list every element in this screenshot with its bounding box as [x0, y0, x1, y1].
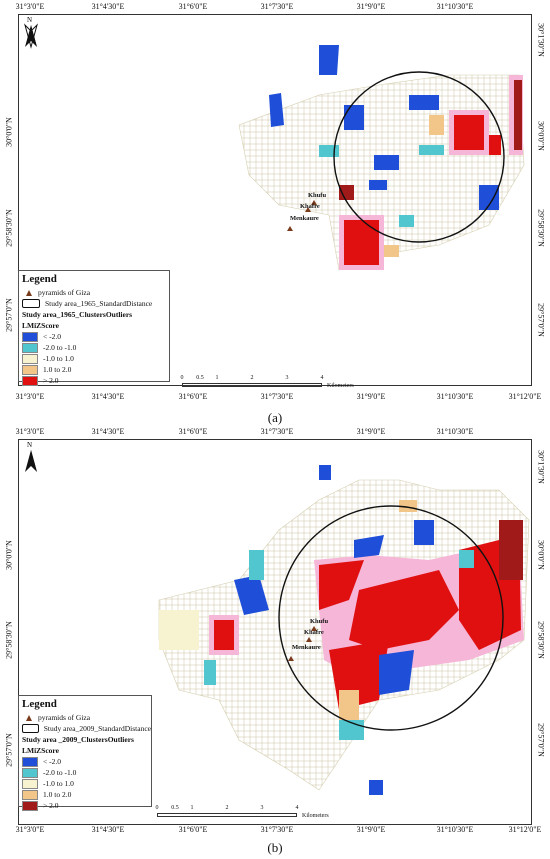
bottom-tick: 31°12'0"E	[508, 392, 542, 401]
legend-class: 1.0 to 2.0	[19, 789, 151, 800]
legend-field: LMiZScore	[22, 746, 59, 755]
top-tick: 31°4'30"E	[91, 2, 125, 11]
legend-std-distance: Study area_2009_StandardDistance	[19, 723, 151, 734]
right-tick: 30°0'0"N	[536, 540, 546, 570]
legend-pyramids: pyramids of Giza	[19, 712, 151, 723]
bottom-tick: 31°7'30"E	[260, 392, 294, 401]
north-label: N	[27, 16, 33, 24]
circle-swatch	[22, 724, 39, 733]
bottom-tick: 31°10'30"E	[436, 825, 474, 834]
legend-field: LMiZScore	[22, 321, 59, 330]
circle-swatch	[22, 299, 40, 308]
left-tick: 29°57'0"N	[4, 733, 14, 767]
top-tick: 31°9'0"E	[356, 2, 386, 11]
pyramid-icon	[26, 289, 32, 296]
right-tick: 29°58'30"N	[536, 209, 546, 247]
pyramid-label: Khafre	[304, 629, 324, 636]
legend-title: Legend	[22, 698, 57, 710]
left-tick: 29°58'30"N	[4, 209, 14, 247]
top-tick: 31°7'30"E	[260, 427, 294, 436]
bottom-tick: 31°7'30"E	[260, 825, 294, 834]
right-tick: 29°58'30"N	[536, 621, 546, 659]
right-tick: 29°57'0"N	[536, 723, 546, 757]
left-tick: 29°58'30"N	[4, 621, 14, 659]
bottom-tick: 31°10'30"E	[436, 392, 474, 401]
top-tick: 31°9'0"E	[356, 427, 386, 436]
legend-class: > 2.0	[19, 800, 151, 811]
scale-bar-b: 0 0.5 1 2 3 4 Kilometers	[155, 805, 329, 819]
right-tick: 29°57'0"N	[536, 303, 546, 337]
caption-a: (a)	[267, 410, 283, 425]
pyramid-label: Khufu	[310, 618, 329, 625]
right-tick: 30°1'30"N	[536, 450, 546, 484]
left-tick: 30°0'0"N	[4, 540, 14, 570]
right-tick: 30°1'30"N	[536, 23, 546, 57]
legend-class: < -2.0	[19, 331, 169, 342]
legend-clusters: Study area_1965_ClustersOutliers	[22, 310, 133, 319]
pyramid-label: Menkaure	[290, 215, 319, 222]
legend-title: Legend	[22, 273, 57, 285]
bottom-tick: 31°4'30"E	[91, 825, 125, 834]
left-tick: 29°57'0"N	[4, 298, 14, 332]
top-tick: 31°6'0"E	[178, 427, 208, 436]
bottom-tick: 31°9'0"E	[356, 825, 386, 834]
top-tick: 31°10'30"E	[436, 427, 474, 436]
scale-bar-a: 0 0.5 1 2 3 4 Kilometers	[180, 375, 354, 389]
legend-class: -1.0 to 1.0	[19, 778, 151, 789]
pyramid-label: Khafre	[300, 203, 320, 210]
pyramid-label: Menkaure	[292, 644, 321, 651]
legend-pyramids: pyramids of Giza	[19, 287, 169, 298]
top-tick: 31°6'0"E	[178, 2, 208, 11]
legend-class: -2.0 to -1.0	[19, 767, 151, 778]
pyramid-icon	[26, 714, 32, 721]
map-panel-b: 31°3'0"E 31°4'30"E 31°6'0"E 31°7'30"E 31…	[0, 425, 550, 859]
top-tick: 31°4'30"E	[91, 427, 125, 436]
legend-class: < -2.0	[19, 756, 151, 767]
bottom-tick: 31°4'30"E	[91, 392, 125, 401]
bottom-tick: 31°6'0"E	[178, 825, 208, 834]
top-tick: 31°10'30"E	[436, 2, 474, 11]
bottom-tick: 31°12'0"E	[508, 825, 542, 834]
legend-class: 1.0 to 2.0	[19, 364, 169, 375]
legend-std-distance: Study area_1965_StandardDistance	[19, 298, 169, 309]
legend-class: -2.0 to -1.0	[19, 342, 169, 353]
left-tick: 30°0'0"N	[4, 117, 14, 147]
north-label: N	[27, 441, 33, 449]
legend-class: > 2.0	[19, 375, 169, 386]
top-tick: 31°7'30"E	[260, 2, 294, 11]
map-panel-a: 31°3'0"E 31°4'30"E 31°6'0"E 31°7'30"E 31…	[0, 0, 550, 405]
caption-b: (b)	[267, 840, 283, 855]
legend-class: -1.0 to 1.0	[19, 353, 169, 364]
top-tick: 31°3'0"E	[15, 2, 45, 11]
legend-a: Legend pyramids of Giza Study area_1965_…	[18, 270, 170, 386]
map-canvas-a	[24, 23, 525, 271]
legend-clusters: Study area _2009_ClustersOutliers	[22, 735, 134, 744]
bottom-tick: 31°3'0"E	[15, 392, 45, 401]
map-frame-b	[18, 439, 532, 825]
bottom-tick: 31°3'0"E	[15, 825, 45, 834]
bottom-tick: 31°9'0"E	[356, 392, 386, 401]
legend-b: Legend pyramids of Giza Study area_2009_…	[18, 695, 152, 811]
bottom-tick: 31°6'0"E	[178, 392, 208, 401]
top-tick: 31°3'0"E	[15, 427, 45, 436]
pyramid-label: Khufu	[308, 192, 327, 199]
map-canvas-b	[25, 450, 530, 795]
right-tick: 30°0'0"N	[536, 121, 546, 151]
